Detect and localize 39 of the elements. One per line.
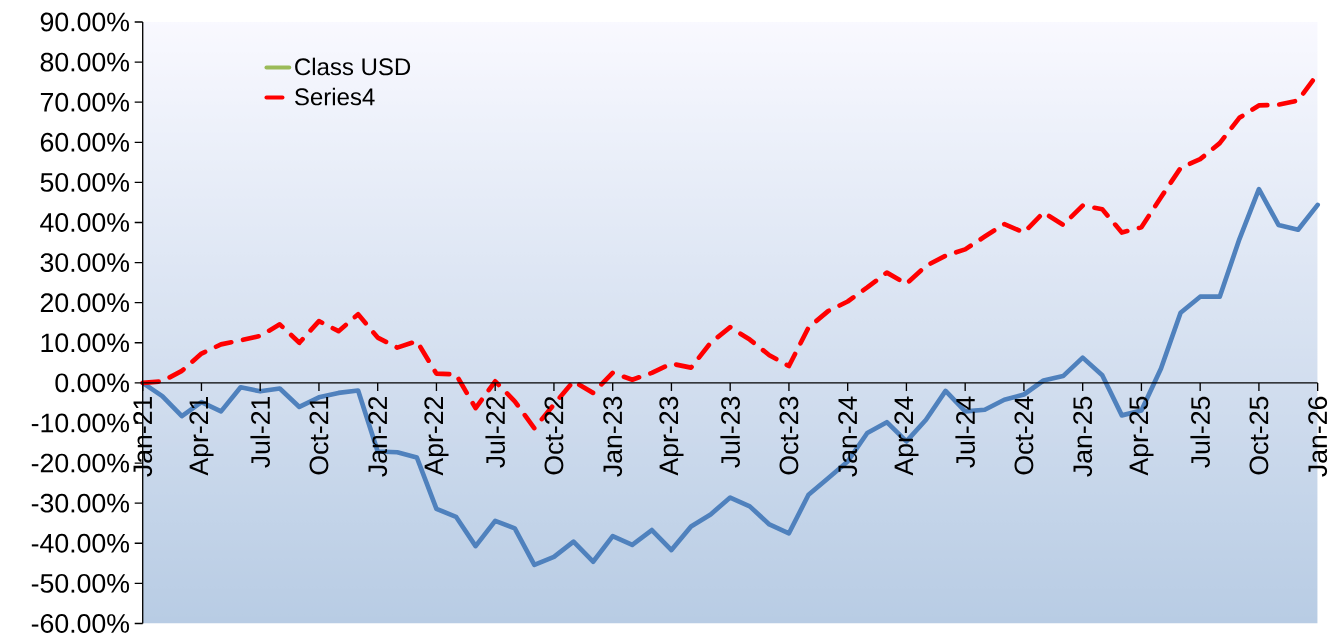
legend-label: Class USD — [295, 57, 411, 76]
x-tick-label: Apr-25 — [1129, 396, 1154, 476]
x-tick-label: Apr-21 — [189, 396, 214, 476]
x-tick-label: Jan-26 — [1308, 396, 1328, 477]
x-tick-label: Apr-22 — [424, 396, 449, 476]
x-tick-label: Jul-23 — [720, 396, 740, 468]
x-tick-label: Oct-22 — [544, 396, 564, 475]
x-tick-label: Oct-21 — [309, 396, 329, 475]
y-tick-label: 20.00% — [40, 293, 130, 312]
y-tick-label: -20.00% — [31, 453, 130, 473]
y-tick-label: -30.00% — [31, 493, 130, 513]
y-tick-label: -10.00% — [31, 413, 130, 433]
x-tick-label: Jul-25 — [1190, 396, 1210, 468]
x-tick-label: Apr-24 — [894, 396, 919, 476]
y-tick-label: 70.00% — [40, 92, 130, 112]
legend-label: Series4 — [295, 87, 375, 106]
x-tick-label: Oct-25 — [1249, 396, 1269, 475]
y-tick-label: 0.00% — [55, 373, 130, 393]
y-tick-label: 50.00% — [40, 172, 130, 192]
x-tick-label: Jan-23 — [603, 396, 623, 477]
x-tick-label: Jul-21 — [250, 396, 270, 468]
y-tick-label: -40.00% — [31, 533, 130, 553]
y-tick-label: 60.00% — [40, 132, 130, 152]
x-tick-label: Jan-24 — [838, 396, 858, 477]
y-tick-label: 30.00% — [40, 252, 130, 272]
x-tick-label: Jan-22 — [368, 396, 388, 477]
x-tick-label: Jan-25 — [1073, 396, 1093, 477]
y-tick-label: 90.00% — [40, 12, 130, 32]
x-tick-label: Oct-23 — [779, 396, 799, 475]
x-tick-label: Jan-21 — [133, 396, 153, 477]
x-tick-label: Oct-24 — [1014, 396, 1034, 475]
y-tick-label: -50.00% — [31, 573, 130, 593]
x-tick-label: Jul-24 — [955, 396, 975, 468]
y-tick-label: 40.00% — [40, 212, 130, 232]
x-tick-label: Jul-22 — [485, 396, 505, 468]
y-tick-label: 80.00% — [40, 52, 130, 72]
y-tick-label: -60.00% — [31, 613, 130, 633]
x-tick-label: Apr-23 — [659, 396, 684, 476]
y-tick-label: 10.00% — [41, 333, 130, 352]
